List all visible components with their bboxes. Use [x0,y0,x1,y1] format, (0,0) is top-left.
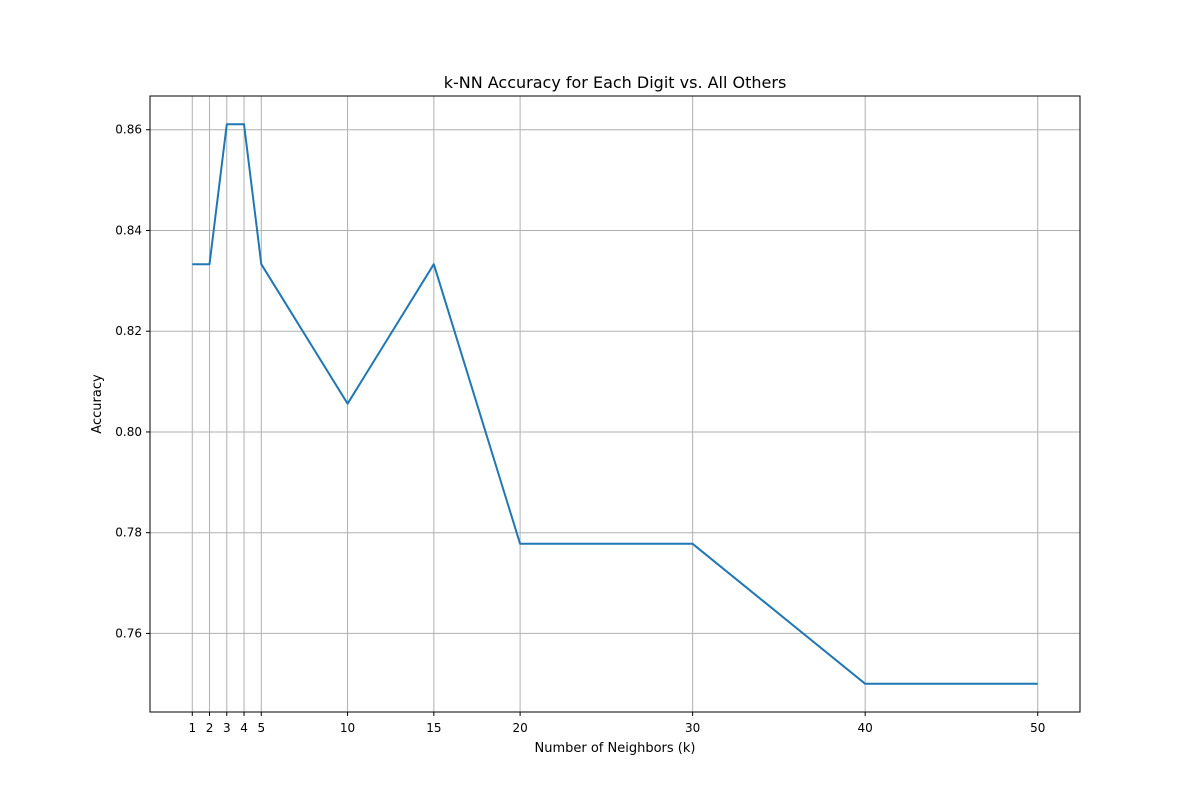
x-tick-label: 10 [340,721,355,735]
x-tick-label: 2 [206,721,214,735]
y-tick-label: 0.82 [115,324,142,338]
y-tick-label: 0.84 [115,223,142,237]
x-tick-label: 5 [257,721,265,735]
x-axis-label: Number of Neighbors (k) [535,741,696,756]
x-tick-label: 15 [426,721,441,735]
y-tick-label: 0.78 [115,526,142,540]
series-layer [192,123,1038,685]
x-tick-label: 4 [240,721,248,735]
y-tick-label: 0.86 [115,123,142,137]
y-axis-label: Accuracy [90,374,105,434]
x-tick-label: 40 [858,721,873,735]
x-tick-label: 30 [685,721,700,735]
x-axis: 1 2 3 4 5 10 15 20 30 40 50 [188,712,1045,735]
y-tick-label: 0.80 [115,425,142,439]
chart-title: k-NN Accuracy for Each Digit vs. All Oth… [444,73,787,92]
x-tick-label: 20 [512,721,527,735]
x-tick-label: 1 [188,721,196,735]
y-tick-label: 0.76 [115,626,142,640]
x-tick-label: 50 [1030,721,1045,735]
y-axis: 0.76 0.78 0.80 0.82 0.84 0.86 [115,123,150,640]
series-line [192,123,1038,685]
plot-area [149,95,1081,713]
x-tick-label: 3 [223,721,231,735]
